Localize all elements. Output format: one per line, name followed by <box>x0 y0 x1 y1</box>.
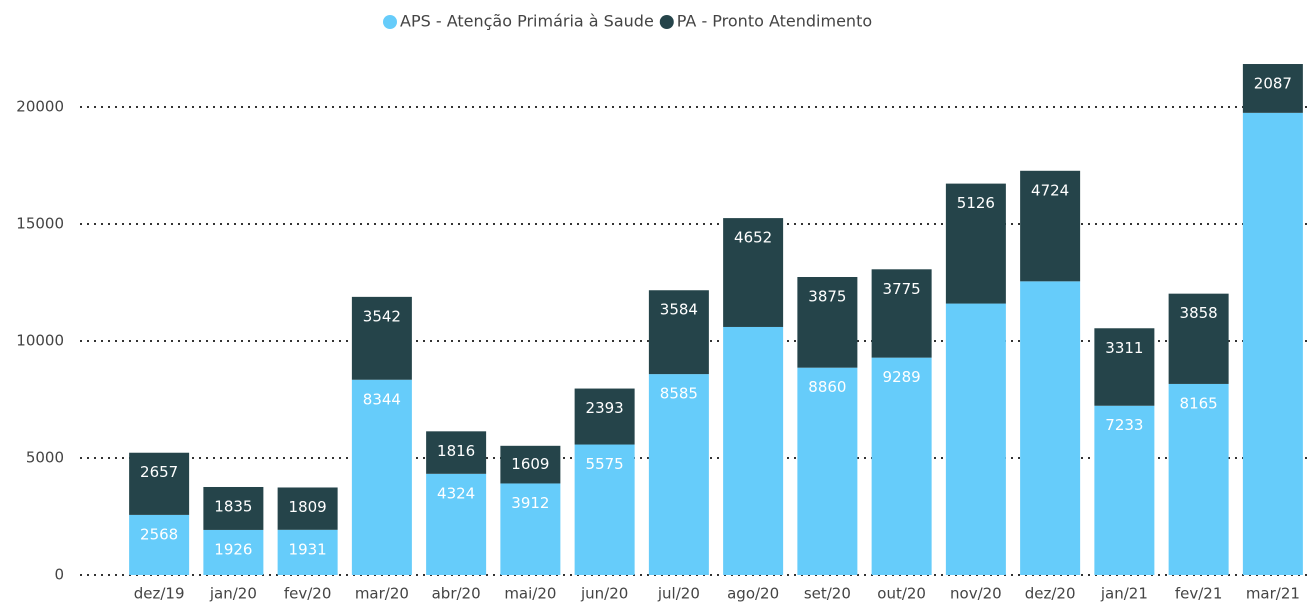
bar-label: 4324 <box>437 484 475 502</box>
x-tick-label: mar/21 <box>1246 585 1300 603</box>
bar-label: 8165 <box>1180 394 1218 412</box>
bar-label: 3912 <box>511 494 549 512</box>
bar-segment <box>871 357 932 575</box>
bar-label: 2393 <box>586 399 624 417</box>
y-tick-label: 20000 <box>16 98 64 116</box>
bar-segment <box>500 445 561 484</box>
x-tick-label: abr/20 <box>432 585 481 603</box>
y-tick-label: 15000 <box>16 215 64 233</box>
bar-segment <box>1094 328 1155 406</box>
bar-label: 4724 <box>1031 181 1069 199</box>
bar-label: 3858 <box>1180 304 1218 322</box>
bar-segment <box>277 529 338 575</box>
x-tick-label: out/20 <box>877 585 926 603</box>
bar-segment <box>648 374 709 575</box>
bar-segment <box>723 326 784 575</box>
x-tick-label: ago/20 <box>727 585 779 603</box>
bar-segment <box>797 277 858 368</box>
bar-segment <box>1020 170 1081 282</box>
bar-segment <box>574 388 635 445</box>
x-tick-label: jan/20 <box>209 585 257 603</box>
bar-label: 8585 <box>660 385 698 403</box>
bar-label: 1835 <box>214 497 252 515</box>
bar-segment <box>1242 64 1303 113</box>
bar-label: 3775 <box>883 280 921 298</box>
bar-segment <box>945 303 1006 575</box>
legend-marker <box>383 15 397 29</box>
bar-segment <box>574 444 635 575</box>
y-tick-label: 10000 <box>16 332 64 350</box>
bar-label: 5126 <box>957 194 995 212</box>
legend-item: APS - Atenção Primária à Saude <box>383 12 654 31</box>
x-tick-label: nov/20 <box>950 585 1002 603</box>
x-tick-label: jun/20 <box>580 585 628 603</box>
bar-segment <box>871 269 932 358</box>
bar-label: 2087 <box>1254 75 1292 93</box>
bar-label: 1926 <box>214 540 252 558</box>
legend-label: PA - Pronto Atendimento <box>677 12 872 31</box>
y-tick-label: 0 <box>54 566 64 584</box>
x-tick-label: fev/20 <box>284 585 332 603</box>
x-tick-label: mar/20 <box>355 585 409 603</box>
bar-label: 8344 <box>363 390 401 408</box>
bar-segment <box>203 529 264 575</box>
bar-label: 1609 <box>511 455 549 473</box>
bar-segment <box>351 296 412 380</box>
bar-label: 1809 <box>289 498 327 516</box>
bar-label: 2568 <box>140 525 178 543</box>
bar-segment <box>1094 405 1155 575</box>
bar-segment <box>500 483 561 575</box>
bar-segment <box>129 514 190 575</box>
bar-segment <box>203 486 264 530</box>
bar-label: 7233 <box>1105 416 1143 434</box>
bar-label: 1931 <box>289 540 327 558</box>
bar-segment <box>1020 281 1081 575</box>
bar-segment <box>426 473 487 575</box>
legend-marker <box>659 15 674 29</box>
bar-label: 8860 <box>808 378 846 396</box>
bar-segment <box>1168 383 1229 575</box>
bar-label: 4652 <box>734 229 772 247</box>
x-tick-label: dez/19 <box>134 585 185 603</box>
legend-label: APS - Atenção Primária à Saude <box>400 12 654 31</box>
bar-label: 9289 <box>883 368 921 386</box>
x-tick-label: set/20 <box>804 585 851 603</box>
bar-label: 5575 <box>586 455 624 473</box>
bar-segment <box>1242 112 1303 575</box>
x-tick-label: dez/20 <box>1025 585 1076 603</box>
bar-label: 1816 <box>437 442 475 460</box>
bar-segment <box>797 367 858 575</box>
bar-segment <box>351 379 412 575</box>
bar-label: 3542 <box>363 307 401 325</box>
bar-segment <box>426 431 487 474</box>
x-tick-label: jan/21 <box>1100 585 1148 603</box>
bar-segment <box>945 183 1006 304</box>
bar-segment <box>723 218 784 327</box>
bar-label: 3584 <box>660 301 698 319</box>
y-tick-label: 5000 <box>26 449 64 467</box>
bar-segment <box>648 290 709 375</box>
x-tick-label: jul/20 <box>657 585 700 603</box>
bar-segment <box>129 452 190 515</box>
bar-label: 2657 <box>140 463 178 481</box>
legend-item: PA - Pronto Atendimento <box>659 12 872 31</box>
bar-segment <box>1168 293 1229 384</box>
bar-segment <box>277 487 338 530</box>
x-tick-label: mai/20 <box>504 585 556 603</box>
bar-label: 3875 <box>808 288 846 306</box>
bar-label: 3311 <box>1105 339 1143 357</box>
x-tick-label: fev/21 <box>1175 585 1223 603</box>
